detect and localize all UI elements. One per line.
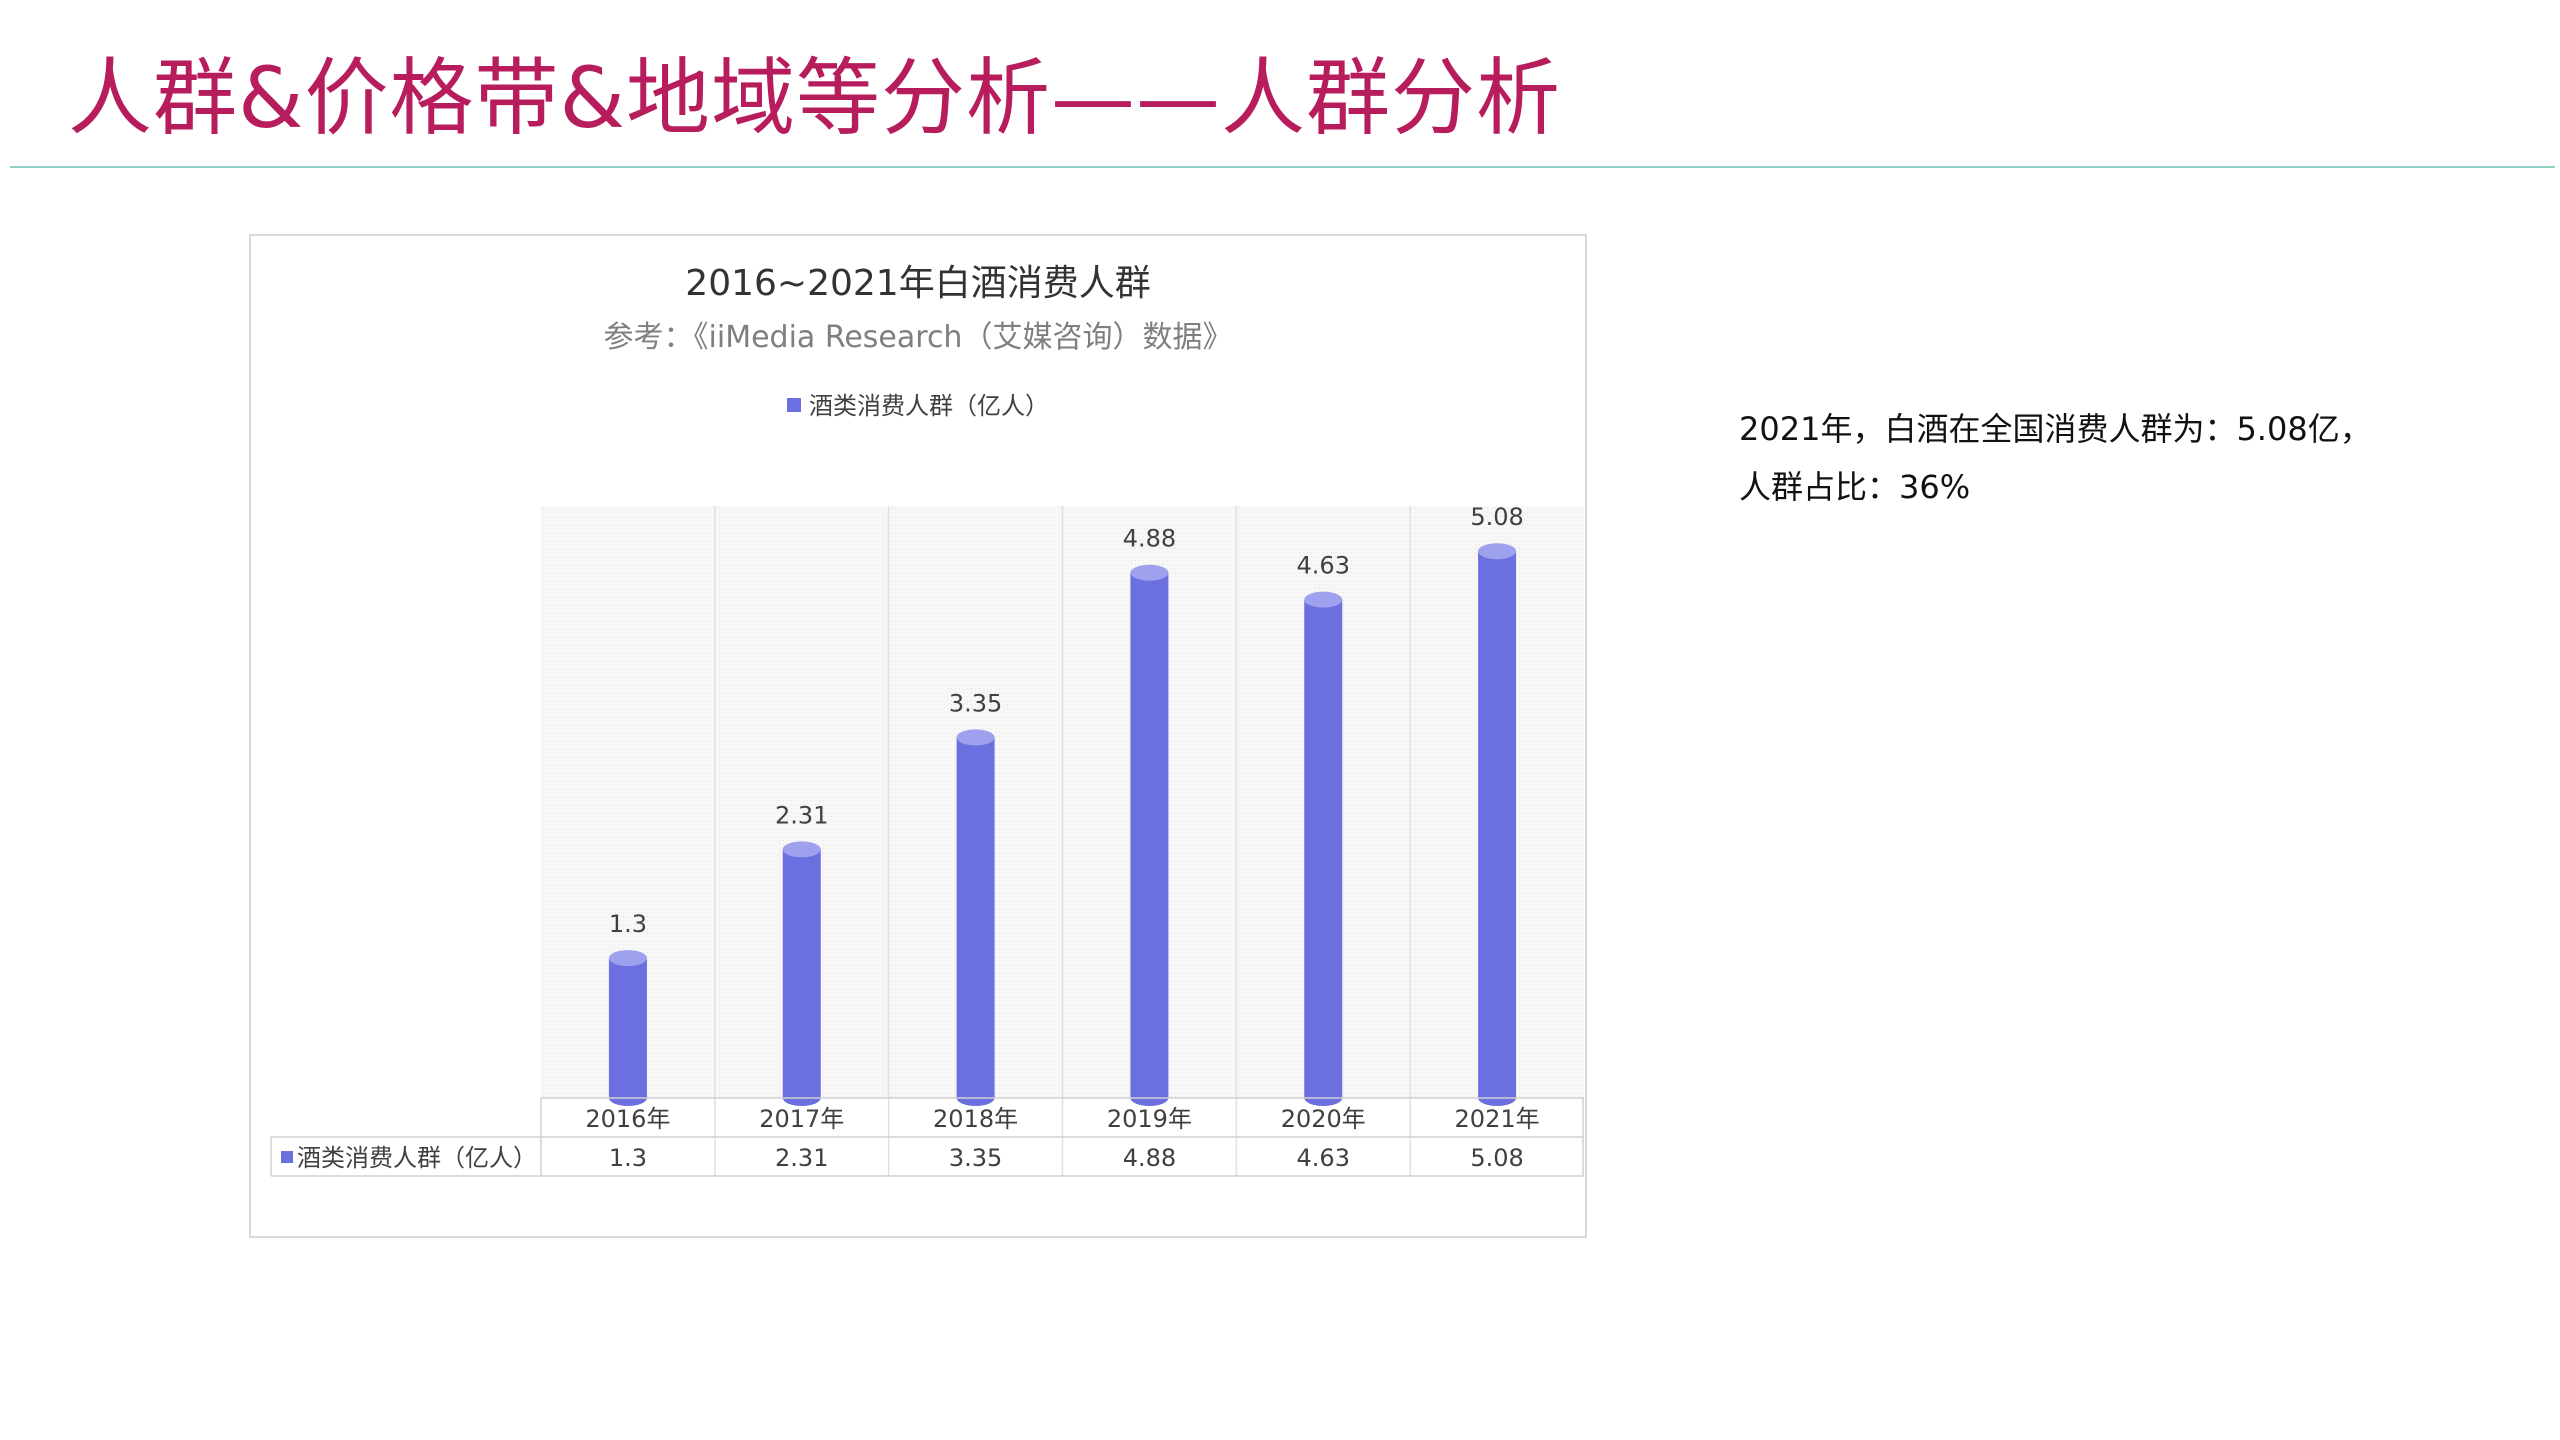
x-tick-label: 2021年 (1455, 1105, 1540, 1133)
table-value: 4.88 (1123, 1144, 1176, 1172)
bar (782, 849, 821, 1098)
bar-top (782, 841, 821, 858)
x-tick-label: 2020年 (1281, 1105, 1366, 1133)
bar-value-label: 5.08 (1470, 503, 1523, 531)
summary-line-2: 人群占比：36% (1739, 468, 1971, 506)
bar (1478, 551, 1517, 1098)
table-value: 4.63 (1297, 1144, 1350, 1172)
table-legend-swatch (281, 1151, 293, 1163)
bar-value-label: 3.35 (949, 689, 1002, 717)
bar-top (1130, 564, 1169, 581)
bar-top (608, 950, 647, 967)
page-title: 人群&价格带&地域等分析——人群分析 (68, 49, 1562, 147)
table-value: 2.31 (775, 1144, 828, 1172)
summary-line-1: 2021年，白酒在全国消费人群为：5.08亿， (1739, 410, 2372, 448)
chart-plot: 1.3 2.31 3.35 4.88 4.63 5.08 2016年 1.3 2017年 2.31… (270, 503, 1584, 1177)
bar (608, 958, 647, 1098)
chart-legend: 酒类消费人群（亿人） (251, 386, 1585, 421)
legend-swatch (787, 398, 801, 412)
chart-title: 2016~2021年白酒消费人群 (685, 263, 1151, 304)
table-value: 5.08 (1470, 1144, 1523, 1172)
chart-frame: 2016~2021年白酒消费人群 参考：《iiMedia Research（艾媒… (249, 234, 1587, 1238)
bar-top (1478, 543, 1517, 560)
bar-top (956, 729, 995, 746)
table-series-label: 酒类消费人群（亿人） (297, 1144, 537, 1172)
table-value: 3.35 (949, 1144, 1002, 1172)
table-value: 1.3 (609, 1144, 647, 1172)
x-tick-label: 2016年 (585, 1105, 670, 1133)
bar (1304, 599, 1343, 1098)
bar-top (1304, 591, 1343, 608)
legend-label: 酒类消费人群（亿人） (809, 392, 1049, 420)
x-tick-label: 2018年 (933, 1105, 1018, 1133)
title-divider (10, 166, 2555, 168)
bar-value-label: 4.63 (1297, 552, 1350, 580)
chart-subtitle: 参考：《iiMedia Research（艾媒咨询）数据》 (603, 320, 1233, 355)
x-tick-label: 2017年 (759, 1105, 844, 1133)
bar-value-label: 4.88 (1123, 525, 1176, 553)
bar-value-label: 1.3 (609, 910, 647, 938)
bar-value-label: 2.31 (775, 801, 828, 829)
bar (1130, 572, 1169, 1098)
summary-note: 2021年，白酒在全国消费人群为：5.08亿， 人群占比：36% (1739, 400, 2439, 516)
x-tick-label: 2019年 (1107, 1105, 1192, 1133)
bar (956, 737, 995, 1098)
